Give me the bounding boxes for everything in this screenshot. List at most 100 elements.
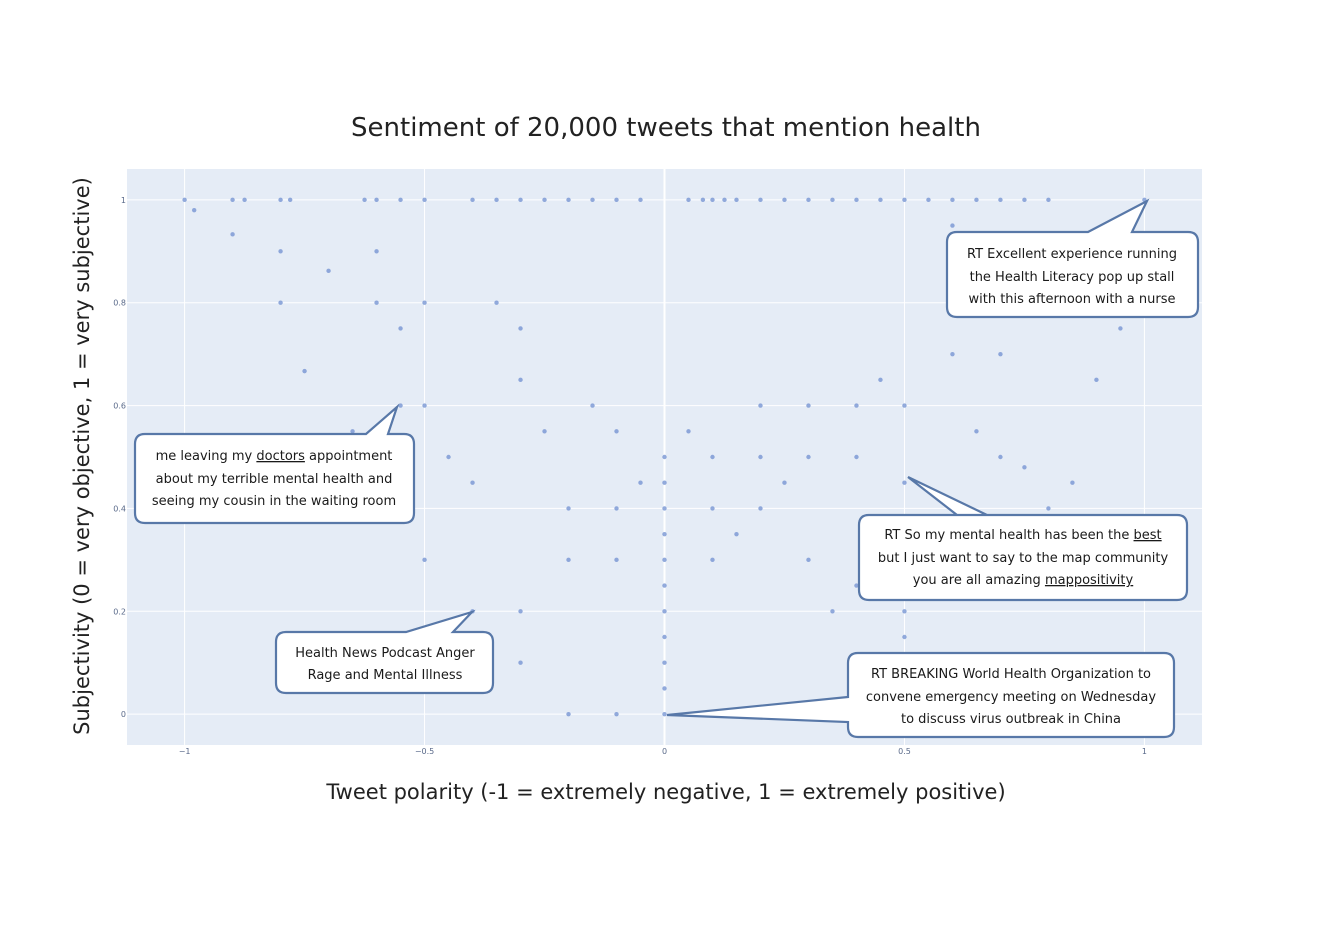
callout-left: me leaving my doctors appointment about … — [133, 403, 416, 525]
callout-left-line-2: about my terrible mental health and — [156, 472, 393, 487]
scatter-point — [566, 506, 571, 511]
callout-top-right-line-1: RT Excellent experience running — [967, 247, 1177, 262]
scatter-point — [758, 454, 763, 460]
scatter-point — [242, 197, 247, 203]
callout-bottom-left-line-2: Rage and Mental Illness — [308, 668, 463, 683]
scatter-point — [422, 557, 427, 563]
scatter-point — [830, 609, 835, 614]
scatter-point — [638, 197, 643, 203]
scatter-point — [662, 686, 667, 691]
scatter-point — [398, 326, 403, 331]
scatter-point — [1046, 197, 1051, 203]
scatter-point — [758, 197, 763, 203]
scatter-point — [854, 403, 859, 408]
scatter-point — [470, 480, 475, 485]
scatter-point — [278, 249, 283, 254]
scatter-point — [1070, 480, 1075, 485]
scatter-point — [326, 268, 331, 274]
scatter-point — [494, 197, 499, 203]
callout-right-middle-line-3: you are all amazing mappositivity — [913, 573, 1134, 588]
x-tick-label: −0.5 — [415, 747, 434, 756]
scatter-point — [662, 609, 667, 614]
scatter-point — [722, 197, 727, 203]
scatter-point — [686, 197, 691, 203]
scatter-point — [998, 351, 1003, 357]
scatter-point — [854, 454, 859, 460]
callout-top-right-line-3: with this afternoon with a nurse — [968, 292, 1175, 307]
scatter-point — [854, 583, 859, 588]
scatter-point — [614, 711, 619, 717]
x-tick-label: 0 — [662, 747, 667, 756]
scatter-point — [662, 531, 667, 537]
scatter-point — [662, 711, 667, 717]
x-axis-title: Tweet polarity (-1 = extremely negative,… — [325, 780, 1005, 804]
scatter-point — [230, 197, 235, 203]
y-tick-label: 0 — [121, 710, 126, 719]
scatter-point — [518, 377, 523, 383]
scatter-point — [287, 197, 293, 203]
scatter-point — [950, 223, 955, 228]
scatter-point — [518, 660, 523, 665]
scatter-point — [518, 197, 523, 203]
callout-left-line-3: seeing my cousin in the waiting room — [152, 494, 396, 509]
scatter-point — [542, 429, 547, 434]
scatter-point — [998, 454, 1003, 460]
callout-top-right: RT Excellent experience running the Heal… — [945, 198, 1200, 319]
scatter-point — [614, 506, 619, 511]
scatter-point — [830, 197, 835, 203]
scatter-point — [662, 480, 667, 485]
scatter-point — [542, 197, 547, 203]
scatter-point — [278, 197, 283, 203]
scatter-point — [662, 583, 667, 588]
scatter-point — [518, 609, 523, 614]
callout-right-middle: RT So my mental health has been the best… — [857, 476, 1189, 602]
y-tick-label: 0.6 — [113, 402, 126, 411]
scatter-point — [662, 557, 667, 563]
scatter-point — [590, 403, 595, 408]
scatter-point — [191, 207, 197, 213]
y-tick-label: 1 — [121, 196, 126, 205]
scatter-point — [878, 197, 883, 203]
scatter-point — [782, 480, 787, 485]
scatter-point — [1094, 377, 1099, 383]
scatter-point — [758, 403, 763, 408]
callout-top-right-line-2: the Health Literacy pop up stall — [970, 270, 1175, 285]
scatter-point — [566, 197, 571, 203]
scatter-point — [662, 506, 667, 511]
chart-title: Sentiment of 20,000 tweets that mention … — [351, 113, 981, 143]
callout-bottom-right: RT BREAKING World Health Organization to… — [666, 651, 1176, 739]
callout-bottom-left-line-1: Health News Podcast Anger — [295, 646, 475, 661]
scatter-point — [734, 531, 739, 537]
scatter-point — [182, 197, 187, 203]
scatter-point — [398, 403, 403, 408]
scatter-point — [974, 197, 979, 203]
y-tick-labels: 0 0.2 0.4 0.6 0.8 1 — [113, 196, 126, 719]
scatter-point — [422, 300, 427, 305]
callout-bottom-left: Health News Podcast Anger Rage and Menta… — [274, 609, 495, 695]
scatter-point — [638, 480, 643, 485]
scatter-point — [662, 454, 667, 460]
scatter-point — [710, 506, 715, 511]
scatter-point — [662, 660, 667, 665]
x-tick-label: 0.5 — [898, 747, 911, 756]
scatter-point — [902, 609, 907, 614]
scatter-point — [566, 711, 571, 717]
scatter-point — [950, 197, 955, 203]
scatter-point — [950, 351, 955, 357]
scatter-point — [374, 249, 379, 254]
scatter-point — [362, 197, 367, 203]
callout-bottom-right-line-1: RT BREAKING World Health Organization to — [871, 667, 1151, 682]
scatter-point — [926, 197, 931, 203]
scatter-point — [470, 197, 475, 203]
scatter-point — [758, 506, 763, 511]
scatter-point — [902, 634, 907, 640]
scatter-point — [446, 454, 451, 460]
scatter-point — [518, 326, 523, 331]
callout-bottom-right-line-2: convene emergency meeting on Wednesday — [866, 690, 1157, 705]
y-tick-label: 0.8 — [113, 299, 126, 308]
scatter-point — [374, 197, 379, 203]
scatter-point — [398, 197, 403, 203]
scatter-point — [1046, 506, 1051, 511]
scatter-point — [854, 197, 859, 203]
